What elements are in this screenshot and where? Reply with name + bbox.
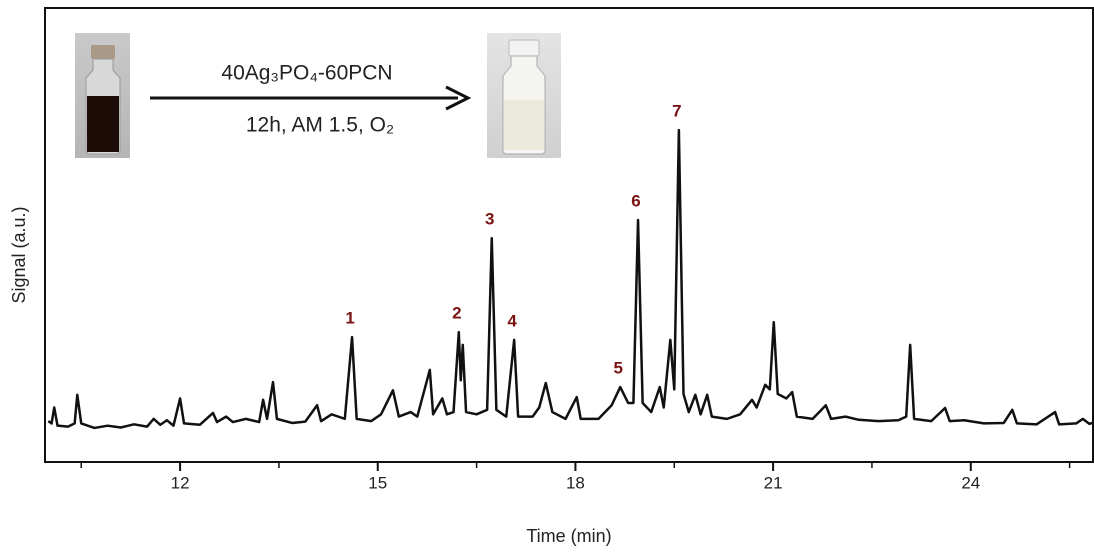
x-tick-label: 21 — [764, 473, 783, 492]
vial-after — [487, 33, 561, 158]
x-tick-label: 12 — [171, 473, 190, 492]
x-tick-label: 24 — [961, 473, 980, 492]
peak-label: 6 — [631, 192, 640, 211]
arrow-head — [445, 85, 472, 111]
x-tick-label: 15 — [368, 473, 387, 492]
conditions-label: 12h, AM 1.5, O₂ — [246, 114, 394, 137]
plot-frame — [44, 7, 1094, 463]
x-axis-title: Time (min) — [526, 526, 611, 546]
y-axis-title: Signal (a.u.) — [9, 206, 29, 303]
peak-label: 1 — [345, 309, 354, 328]
x-tick-label: 18 — [566, 473, 585, 492]
peak-label: 5 — [614, 359, 623, 378]
peak-label: 7 — [672, 102, 681, 121]
catalyst-label: 40Ag₃PO₄-60PCN — [221, 62, 392, 85]
vial-before — [75, 33, 130, 158]
peak-label: 3 — [485, 210, 494, 229]
peak-label: 2 — [452, 304, 461, 323]
peak-label: 4 — [507, 311, 517, 330]
chromatogram-line — [47, 128, 1094, 430]
